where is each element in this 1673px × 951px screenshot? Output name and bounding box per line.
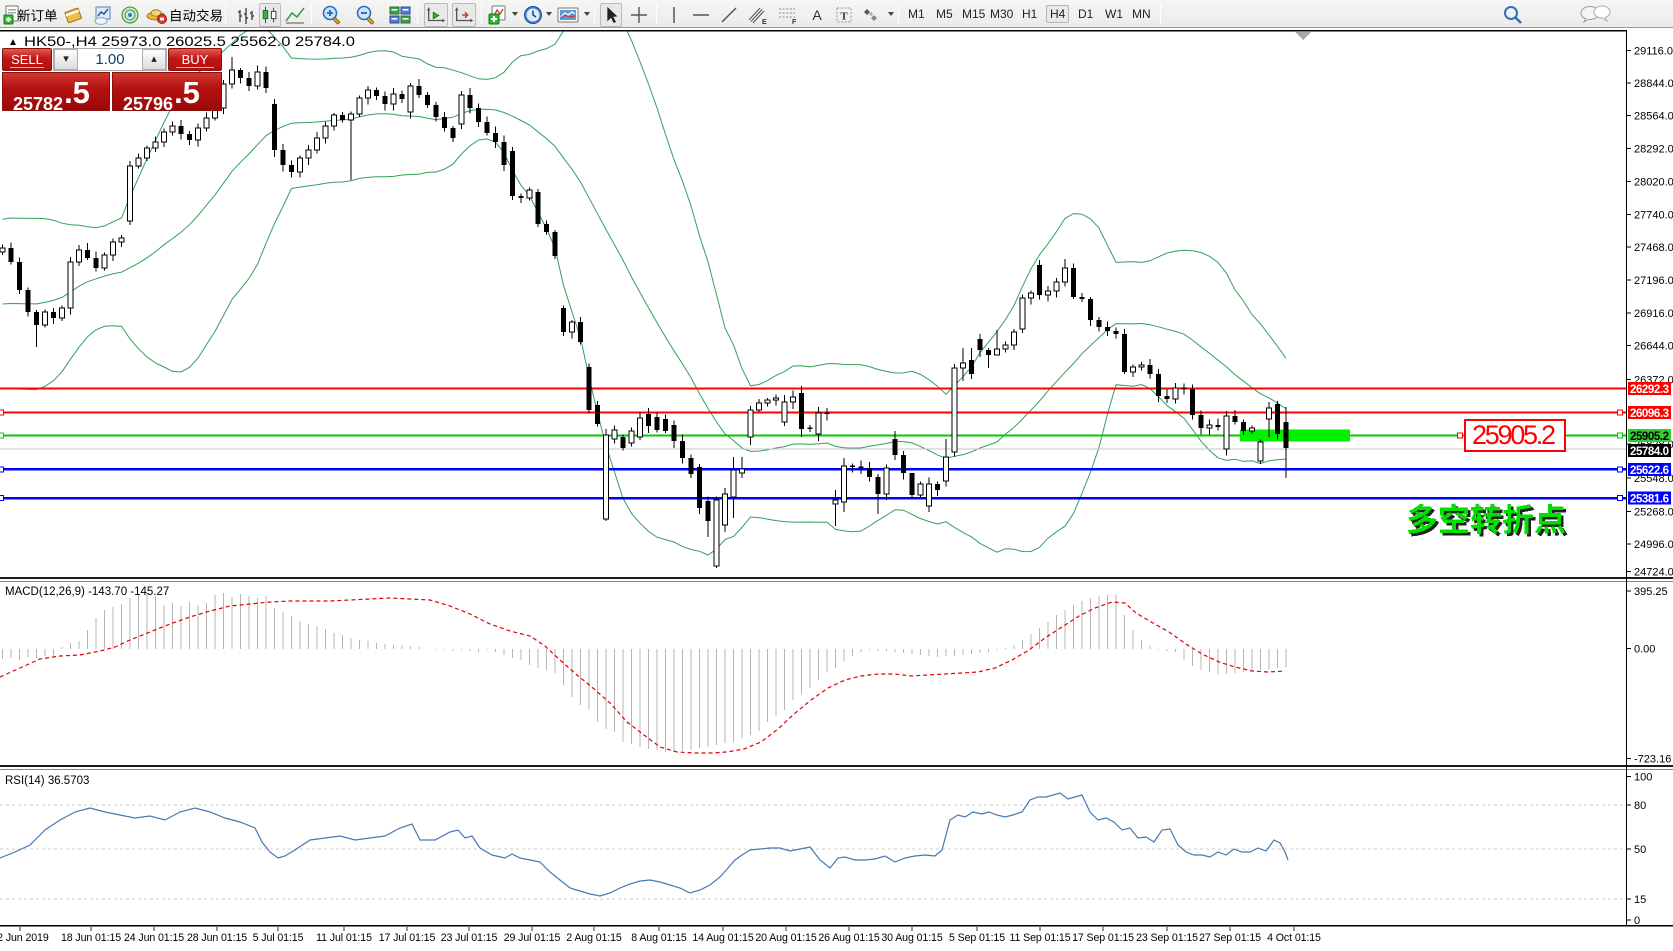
svg-text:24996.0: 24996.0 [1634, 539, 1673, 551]
svg-text:4 Oct 01:15: 4 Oct 01:15 [1267, 932, 1321, 944]
svg-text:28020.0: 28020.0 [1634, 177, 1673, 189]
svg-text:25905.2: 25905.2 [1472, 420, 1556, 450]
svg-text:-723.16: -723.16 [1634, 754, 1671, 766]
svg-text:17 Jul 01:15: 17 Jul 01:15 [379, 932, 436, 944]
svg-text:25905.2: 25905.2 [1630, 431, 1669, 443]
svg-text:8 Aug 01:15: 8 Aug 01:15 [631, 932, 687, 944]
svg-text:24724.0: 24724.0 [1634, 567, 1673, 579]
svg-text:0: 0 [1634, 915, 1640, 927]
svg-text:11 Sep 01:15: 11 Sep 01:15 [1009, 932, 1070, 944]
svg-text:23 Sep 01:15: 23 Sep 01:15 [1136, 932, 1198, 944]
svg-text:29116.0: 29116.0 [1634, 46, 1673, 58]
svg-text:12 Jun 2019: 12 Jun 2019 [0, 932, 49, 944]
svg-text:25268.0: 25268.0 [1634, 507, 1673, 519]
svg-text:5 Sep 01:15: 5 Sep 01:15 [949, 932, 1005, 944]
svg-text:27468.0: 27468.0 [1634, 242, 1673, 254]
svg-text:2 Aug 01:15: 2 Aug 01:15 [566, 932, 622, 944]
svg-text:27 Sep 01:15: 27 Sep 01:15 [1199, 932, 1261, 944]
svg-text:100: 100 [1634, 772, 1652, 784]
svg-text:395.25: 395.25 [1634, 586, 1668, 598]
svg-text:11 Jul 01:15: 11 Jul 01:15 [316, 932, 372, 944]
svg-text:27196.0: 27196.0 [1634, 275, 1673, 287]
svg-text:23 Jul 01:15: 23 Jul 01:15 [441, 932, 498, 944]
svg-text:18 Jun 01:15: 18 Jun 01:15 [61, 932, 121, 944]
svg-text:14 Aug 01:15: 14 Aug 01:15 [692, 932, 753, 944]
svg-text:15: 15 [1634, 894, 1646, 906]
svg-text:▲: ▲ [8, 37, 18, 48]
svg-text:29 Jul 01:15: 29 Jul 01:15 [504, 932, 561, 944]
svg-text:26292.3: 26292.3 [1630, 384, 1669, 396]
svg-text:28844.0: 28844.0 [1634, 78, 1673, 90]
svg-text:0.00: 0.00 [1634, 644, 1655, 656]
svg-text:RSI(14) 36.5703: RSI(14) 36.5703 [5, 775, 89, 787]
svg-text:MACD(12,26,9) -143.70 -145.27: MACD(12,26,9) -143.70 -145.27 [5, 586, 169, 598]
svg-text:5 Jul 01:15: 5 Jul 01:15 [253, 932, 304, 944]
svg-text:F: F [792, 19, 797, 26]
svg-text:26 Aug 01:15: 26 Aug 01:15 [818, 932, 879, 944]
svg-text:20 Aug 01:15: 20 Aug 01:15 [755, 932, 816, 944]
svg-text:HK50-,H4 25973.0 26025.5 2556: HK50-,H4 25973.0 26025.5 25562.0 25784.0 [24, 33, 355, 49]
svg-text:17 Sep 01:15: 17 Sep 01:15 [1072, 932, 1134, 944]
svg-text:50: 50 [1634, 844, 1646, 856]
svg-text:24 Jun 01:15: 24 Jun 01:15 [124, 932, 184, 944]
svg-text:27740.0: 27740.0 [1634, 210, 1673, 222]
svg-text:A: A [812, 7, 822, 23]
svg-text:28 Jun 01:15: 28 Jun 01:15 [187, 932, 247, 944]
svg-text:80: 80 [1634, 800, 1646, 812]
svg-text:T: T [840, 11, 848, 23]
svg-text:30 Aug 01:15: 30 Aug 01:15 [881, 932, 942, 944]
svg-text:26916.0: 26916.0 [1634, 308, 1673, 320]
svg-text:26644.0: 26644.0 [1634, 341, 1673, 353]
svg-text:25381.6: 25381.6 [1630, 494, 1669, 506]
svg-text:25784.0: 25784.0 [1630, 446, 1669, 458]
svg-text:25622.6: 25622.6 [1630, 465, 1669, 477]
svg-text:28564.0: 28564.0 [1634, 111, 1673, 123]
svg-text:E: E [762, 19, 767, 26]
svg-text:28292.0: 28292.0 [1634, 144, 1673, 156]
svg-text:26096.3: 26096.3 [1630, 408, 1669, 420]
